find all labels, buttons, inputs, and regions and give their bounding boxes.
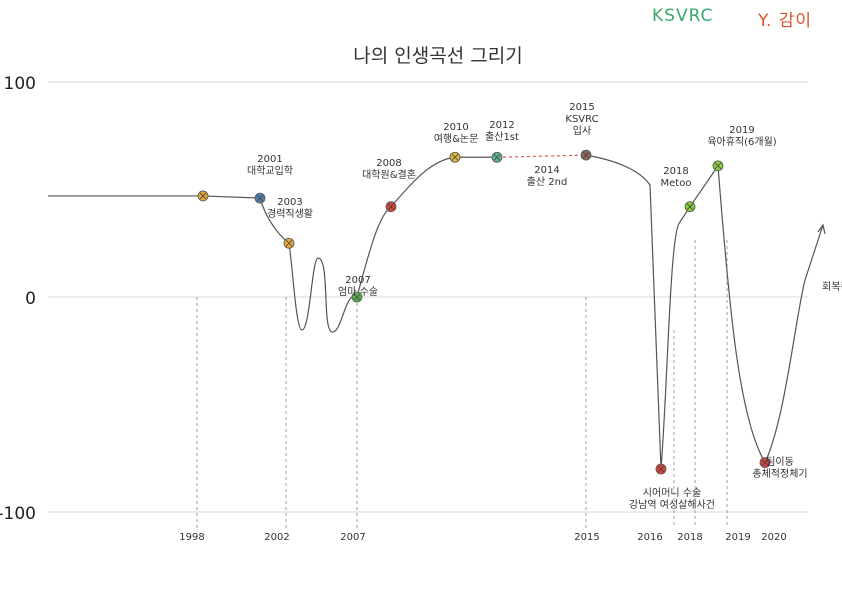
x-tick-label: 2016 [637,532,662,543]
x-tick-label: 2002 [264,532,289,543]
event-marker-cross [199,192,207,200]
event-label: 시어머니 수술 강남역 여성살해사건 [629,487,715,511]
x-tick-label: 2020 [761,532,786,543]
y-tick-label: 0 [25,289,36,309]
x-tick-label: 2019 [725,532,750,543]
grid-lines [48,81,808,513]
dashed-segment [496,154,587,158]
x-tick-label: 2015 [574,532,599,543]
event-marker-cross [256,194,264,202]
event-label: 2010 여행&논문 [434,122,479,145]
event-marker-cross [353,293,361,301]
y-axis-ticks: 100 0 -100 [0,74,36,524]
recovery-arrow-head [817,223,826,235]
event-label: 2001 대학교입학 [247,154,293,177]
event-label: 2003 경력직생활 [267,197,313,220]
event-marker-cross [714,162,722,170]
year-guide-lines [196,240,728,528]
x-tick-label: 2018 [677,532,702,543]
event-label: 2007 엄마 수술 [338,275,378,298]
x-tick-label: 2007 [340,532,365,543]
x-axis-labels: 1998 2002 2007 2015 2016 2018 2019 2020 [179,532,786,543]
event-label: 2018 Metoo [661,166,692,189]
event-marker-cross [761,459,769,466]
event-marker-cross [493,153,501,161]
event-label: 2015 KSVRC 입사 [565,102,598,137]
chart-title: 나의 인생곡선 그리기 [353,45,522,67]
dashed-segment-label: 2014 출산 2nd [527,165,568,188]
recovery-label: 회복중 [822,281,842,293]
org-label: KSVRC [652,6,714,26]
event-label: 2012 출산1st [485,120,519,143]
event-label: 2019 육아휴직(6개월) [707,125,776,148]
event-marker-cross [582,151,590,159]
event-marker-cross [657,465,665,473]
event-marker-cross [387,203,395,210]
event-markers [197,149,771,475]
y-tick-label: 100 [4,74,36,94]
event-marker-cross [285,239,293,247]
event-marker-cross [451,153,459,161]
event-label: 2008 대학원&결혼 [362,158,416,181]
y-tick-label: -100 [0,504,36,524]
event-marker-cross [686,203,694,210]
author-label: Y. 감이 [758,11,813,31]
event-labels: 2001 대학교입학 2003 경력직생활 2007 엄마 수술 2008 대학원&결혼 201… [247,102,808,511]
x-tick-label: 1998 [179,532,204,543]
recovery-arrow-line [804,224,824,281]
event-label: 팀이동 총체적정체기 [752,456,807,480]
